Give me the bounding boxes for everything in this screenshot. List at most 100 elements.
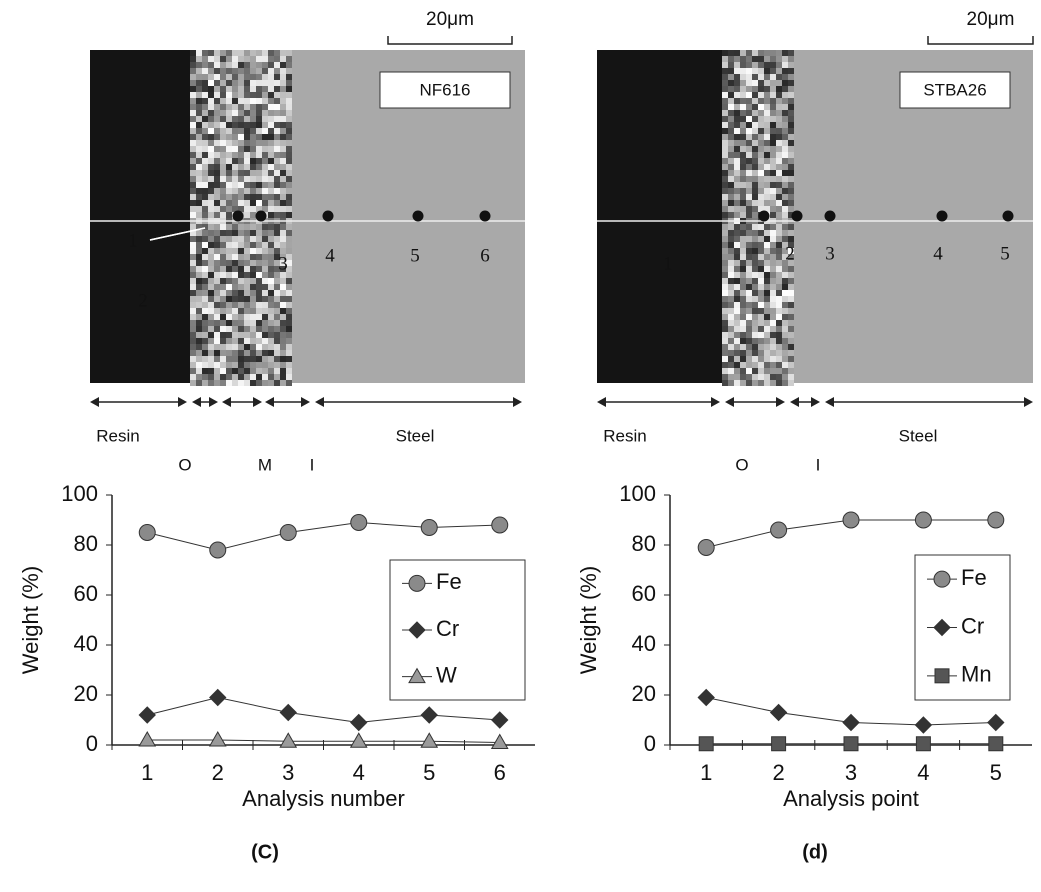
scale-texture xyxy=(226,224,232,230)
scale-texture xyxy=(728,74,734,80)
scale-texture xyxy=(734,260,740,266)
scale-texture xyxy=(238,224,244,230)
scale-texture xyxy=(250,170,256,176)
scale-texture xyxy=(214,206,220,212)
x-tick-label: 2 xyxy=(212,760,224,785)
scale-texture xyxy=(722,140,728,146)
scale-texture xyxy=(764,356,770,362)
scale-texture xyxy=(764,104,770,110)
scale-texture xyxy=(232,86,238,92)
y-tick-label: 80 xyxy=(74,531,98,556)
scale-texture xyxy=(238,176,244,182)
scale-texture xyxy=(244,320,250,326)
scale-texture xyxy=(256,236,262,242)
scale-texture xyxy=(256,164,262,170)
scale-texture xyxy=(268,152,274,158)
scale-texture xyxy=(788,356,794,362)
scale-texture xyxy=(722,104,728,110)
legend-label: Mn xyxy=(961,662,992,687)
scale-texture xyxy=(256,80,262,86)
scale-texture xyxy=(746,332,752,338)
scale-texture xyxy=(722,320,728,326)
scale-texture xyxy=(286,242,292,248)
scale-texture xyxy=(280,248,286,254)
scale-texture xyxy=(268,188,274,194)
scale-texture xyxy=(752,74,758,80)
scale-texture xyxy=(202,104,208,110)
scale-texture xyxy=(746,200,752,206)
scale-texture xyxy=(280,272,286,278)
scale-texture xyxy=(770,152,776,158)
scale-texture xyxy=(764,182,770,188)
scale-texture xyxy=(238,284,244,290)
scale-texture xyxy=(782,50,788,56)
scale-texture xyxy=(728,242,734,248)
scale-texture xyxy=(286,350,292,356)
scale-texture xyxy=(776,92,782,98)
scale-texture xyxy=(764,272,770,278)
scale-texture xyxy=(274,338,280,344)
scale-texture xyxy=(770,176,776,182)
scale-texture xyxy=(740,116,746,122)
x-axis-label: Analysis point xyxy=(783,786,919,811)
scale-texture xyxy=(250,350,256,356)
scale-texture xyxy=(746,260,752,266)
scale-texture xyxy=(226,194,232,200)
scale-texture xyxy=(232,128,238,134)
scale-texture xyxy=(752,110,758,116)
scale-texture xyxy=(740,110,746,116)
scale-texture xyxy=(722,362,728,368)
scale-texture xyxy=(250,284,256,290)
scale-texture xyxy=(728,254,734,260)
scale-texture xyxy=(202,92,208,98)
scale-texture xyxy=(776,296,782,302)
scale-texture xyxy=(232,80,238,86)
scale-texture xyxy=(196,98,202,104)
scale-texture xyxy=(740,50,746,56)
scale-texture xyxy=(220,230,226,236)
scale-texture xyxy=(770,194,776,200)
scale-texture xyxy=(220,212,226,218)
scale-texture xyxy=(752,308,758,314)
scale-texture xyxy=(782,86,788,92)
scale-texture xyxy=(232,314,238,320)
x-tick-label: 3 xyxy=(282,760,294,785)
scale-texture xyxy=(752,278,758,284)
scale-texture xyxy=(262,374,268,380)
scale-texture xyxy=(746,98,752,104)
scale-texture xyxy=(274,152,280,158)
scale-texture xyxy=(752,344,758,350)
scale-texture xyxy=(722,116,728,122)
scale-texture xyxy=(238,326,244,332)
scale-texture xyxy=(208,380,214,386)
x-tick-label: 4 xyxy=(917,760,929,785)
scale-texture xyxy=(238,98,244,104)
scale-texture xyxy=(286,266,292,272)
scale-texture xyxy=(202,242,208,248)
sample-label: NF616 xyxy=(419,80,470,99)
scale-texture xyxy=(740,146,746,152)
scale-texture xyxy=(250,122,256,128)
scale-texture xyxy=(214,164,220,170)
scale-texture xyxy=(232,182,238,188)
scale-texture xyxy=(286,206,292,212)
scale-texture xyxy=(262,170,268,176)
scale-texture xyxy=(740,242,746,248)
y-tick-label: 40 xyxy=(632,631,656,656)
scale-texture xyxy=(220,254,226,260)
scale-texture xyxy=(214,224,220,230)
scale-texture xyxy=(196,146,202,152)
scale-texture xyxy=(764,278,770,284)
scale-texture xyxy=(752,356,758,362)
scale-texture xyxy=(190,110,196,116)
scale-texture xyxy=(244,308,250,314)
scale-texture xyxy=(214,170,220,176)
scale-texture xyxy=(238,188,244,194)
scale-texture xyxy=(746,74,752,80)
scale-texture xyxy=(226,344,232,350)
scale-texture xyxy=(746,230,752,236)
scale-texture xyxy=(788,302,794,308)
scale-texture xyxy=(250,326,256,332)
scale-texture xyxy=(728,158,734,164)
legend-label: Fe xyxy=(436,569,462,594)
